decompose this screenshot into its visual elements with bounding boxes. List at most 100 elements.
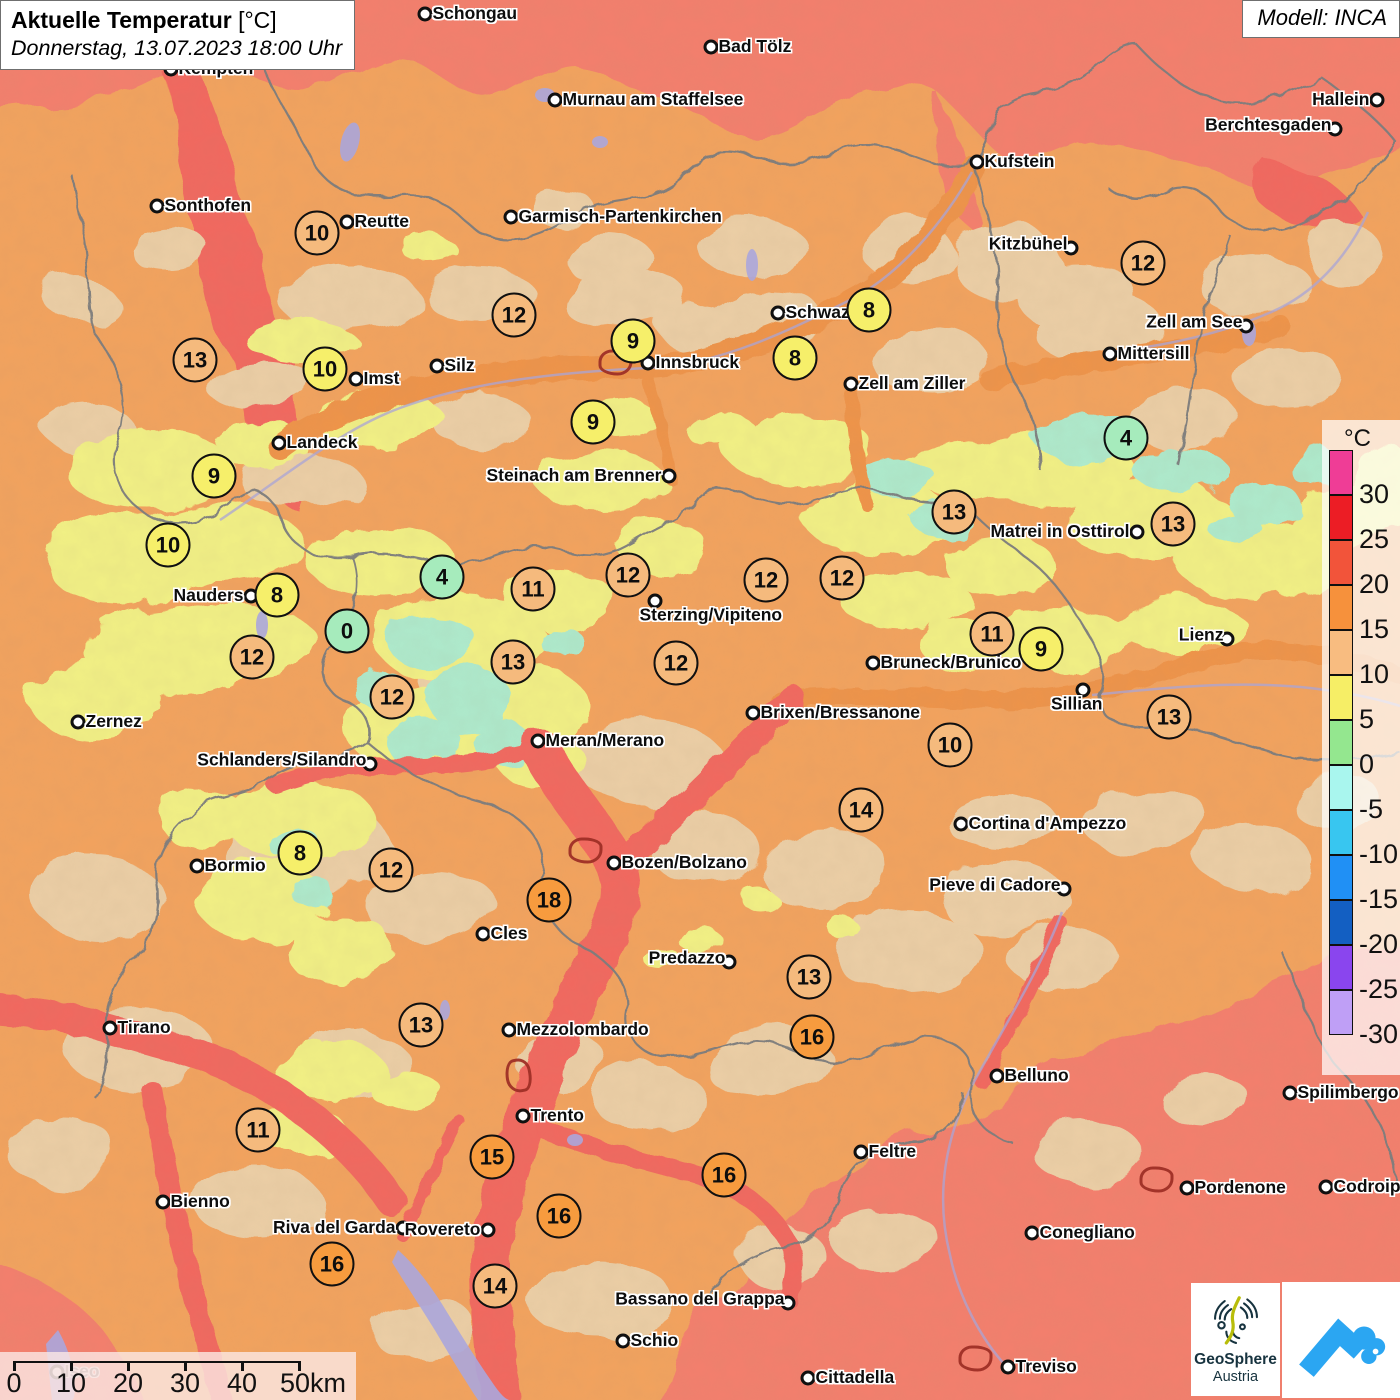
- legend-tick-label: 5: [1359, 704, 1375, 734]
- temp-badge: 11: [235, 1107, 281, 1153]
- temperature-legend: °C 30 25 20 15 10 5 0 -5 -10 -15 -20 -25 -30: [1322, 420, 1400, 1075]
- city-label: Matrei in Osttirol: [990, 520, 1130, 541]
- city-brixen-bressanone: Brixen/Bressanone: [745, 703, 920, 721]
- city-label: Conegliano: [1039, 1221, 1135, 1242]
- title-box: Aktuelle Temperatur [°C] Donnerstag, 13.…: [0, 0, 356, 70]
- city-marker-icon: [480, 1222, 496, 1238]
- temp-badge: 12: [819, 555, 865, 601]
- partner-logo: [1282, 1282, 1400, 1398]
- scalebar-tick: [184, 1361, 187, 1371]
- city-label: Codroipo: [1333, 1175, 1400, 1196]
- temp-badge: 13: [398, 1002, 444, 1048]
- city-pordenone: Pordenone: [1139, 1166, 1286, 1196]
- legend-swatch: [1329, 629, 1353, 675]
- city-sillian: Sillian: [1051, 682, 1103, 712]
- legend-tick-label: 0: [1359, 749, 1375, 779]
- city-cittadella: Cittadella: [800, 1368, 894, 1386]
- scale-bar: 0 10 20 30 40 50km: [0, 1352, 356, 1400]
- city-bienno: Bienno: [155, 1192, 230, 1210]
- city-marker-icon: [1075, 682, 1091, 698]
- city-marker-icon: [1318, 1179, 1334, 1195]
- geosphere-wordmark: GeoSphere: [1194, 1351, 1277, 1369]
- city-conegliano: Conegliano: [1024, 1223, 1135, 1241]
- city-meran-merano: Meran/Merano: [530, 731, 664, 749]
- temp-badge: 4: [1103, 415, 1149, 461]
- legend-unit-label: °C: [1344, 425, 1371, 452]
- legend-tick-label: -15: [1359, 884, 1399, 914]
- city-marker-icon: [515, 1108, 531, 1124]
- city-marker-icon: [1056, 881, 1072, 897]
- scalebar-label: 0: [6, 1368, 22, 1398]
- temp-badge: 10: [294, 210, 340, 256]
- city-label: Murnau am Staffelsee: [562, 88, 744, 109]
- legend-tick-label: -10: [1359, 839, 1399, 869]
- temp-badge: 8: [772, 335, 818, 381]
- city-label: Bozen/Bolzano: [621, 851, 747, 872]
- temp-badge: 12: [605, 552, 651, 598]
- legend-swatch: [1329, 494, 1353, 540]
- city-zell-am-ziller: Zell am Ziller: [843, 374, 965, 392]
- city-label: Innsbruck: [655, 351, 740, 372]
- city-marker-icon: [149, 198, 165, 214]
- city-marker-icon: [661, 468, 677, 484]
- legend-tick-label: -20: [1359, 929, 1399, 959]
- city-label: Schio: [630, 1329, 679, 1350]
- legend-swatch: [1329, 989, 1353, 1035]
- temp-badge: 12: [491, 292, 537, 338]
- model-label: Modell: INCA: [1242, 0, 1400, 38]
- temp-badge: 16: [701, 1152, 747, 1198]
- geosphere-contour-icon: [1213, 1296, 1258, 1345]
- temp-badge: 11: [969, 611, 1015, 657]
- city-mezzolombardo: Mezzolombardo: [501, 1020, 649, 1038]
- city-sterzing-vipiteno: Sterzing/Vipiteno: [640, 593, 782, 623]
- temp-badge: 13: [490, 639, 536, 685]
- city-marker-icon: [865, 655, 881, 671]
- temp-badge: 13: [1150, 501, 1196, 547]
- city-label: Riva del Garda: [272, 1216, 396, 1237]
- city-marker-icon: [339, 214, 355, 230]
- city-feltre: Feltre: [853, 1142, 916, 1160]
- temp-badge: 10: [145, 522, 191, 568]
- city-label: Belluno: [1004, 1064, 1069, 1085]
- temp-badge: 16: [309, 1241, 355, 1287]
- city-label: Tirano: [117, 1016, 171, 1037]
- city-marker-icon: [70, 714, 86, 730]
- city-hallein: Hallein: [1312, 90, 1385, 108]
- city-rovereto: Rovereto: [405, 1220, 496, 1238]
- legend-swatch: [1329, 854, 1353, 900]
- city-label: Imst: [363, 367, 400, 388]
- town-boundary-icon: [1139, 1166, 1174, 1193]
- city-marker-icon: [606, 855, 622, 871]
- city-marker-icon: [800, 1370, 816, 1386]
- city-marker-icon: [1219, 631, 1235, 647]
- city-marker-icon: [780, 1295, 796, 1311]
- city-murnau-am-staffelsee: Murnau am Staffelsee: [547, 90, 743, 108]
- city-label: Kitzbühel: [988, 233, 1068, 253]
- city-zell-am-see: Zell am See: [1146, 312, 1254, 334]
- city-marker-icon: [1282, 1085, 1298, 1101]
- city-spilimbergo: Spilimbergo: [1282, 1083, 1399, 1101]
- temp-badge: 12: [368, 847, 414, 893]
- city-predazzo: Predazzo: [649, 948, 737, 970]
- city-marker-icon: [953, 816, 969, 832]
- town-boundary-icon: [568, 837, 603, 864]
- city-kufstein: Kufstein: [969, 152, 1055, 170]
- city-label: Sonthofen: [164, 194, 252, 215]
- city-label: Lienz: [1178, 624, 1224, 644]
- city-marker-icon: [721, 954, 737, 970]
- temp-badge: 13: [1146, 694, 1192, 740]
- temp-badge: 14: [472, 1263, 518, 1309]
- city-label: Zell am See: [1146, 311, 1243, 331]
- temp-badge: 16: [789, 1014, 835, 1060]
- city-label: Bruneck/Brunico: [880, 651, 1022, 672]
- city-mittersill: Mittersill: [1102, 344, 1189, 362]
- temp-badge: 13: [931, 489, 977, 535]
- city-label: Cortina d'Ampezzo: [968, 812, 1127, 833]
- city-lienz: Lienz: [1179, 625, 1235, 647]
- city-label: Silz: [444, 354, 475, 375]
- city-label: Zell am Ziller: [858, 372, 966, 393]
- city-label: Schwaz: [785, 301, 850, 322]
- scalebar-tick: [127, 1361, 130, 1371]
